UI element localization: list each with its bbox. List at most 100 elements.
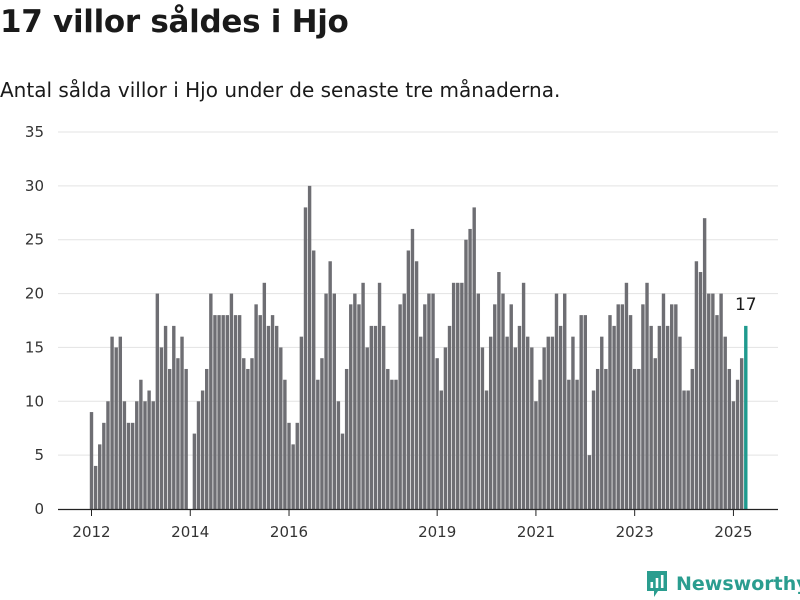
bar bbox=[332, 293, 336, 509]
bar bbox=[89, 412, 94, 509]
y-tick-label: 15 bbox=[25, 338, 44, 356]
bar bbox=[451, 282, 456, 509]
bar bbox=[344, 368, 349, 509]
brand-name: Newsworthy bbox=[676, 573, 800, 595]
bar bbox=[233, 315, 238, 509]
bar bbox=[386, 368, 390, 509]
bar bbox=[715, 315, 719, 509]
bar bbox=[505, 336, 509, 509]
bar bbox=[176, 358, 180, 509]
bar bbox=[595, 368, 600, 509]
x-tick-label: 2023 bbox=[616, 523, 654, 541]
bar bbox=[328, 261, 332, 509]
x-axis-ticks: 2012 2014 2016 2019 2021 2023 2025 bbox=[72, 510, 753, 541]
bar bbox=[221, 315, 225, 509]
bar bbox=[456, 282, 460, 509]
bar bbox=[509, 304, 513, 509]
brand-logo: Newsworthy bbox=[645, 568, 800, 600]
bar bbox=[196, 401, 201, 509]
bar bbox=[682, 390, 686, 509]
bar bbox=[670, 304, 674, 509]
bar bbox=[431, 293, 435, 509]
bar bbox=[447, 325, 452, 509]
bar bbox=[110, 336, 114, 509]
bar bbox=[365, 347, 369, 509]
bar bbox=[632, 368, 637, 509]
chart-subtitle: Antal sålda villor i Hjo under de senast… bbox=[0, 78, 561, 102]
bar bbox=[427, 293, 431, 509]
bar bbox=[525, 336, 530, 509]
bar bbox=[538, 379, 542, 509]
bar bbox=[443, 347, 448, 509]
bar bbox=[303, 207, 308, 509]
bar bbox=[114, 347, 118, 509]
bar bbox=[324, 293, 328, 509]
bars bbox=[89, 185, 748, 510]
bar bbox=[690, 368, 694, 509]
bar bbox=[468, 228, 472, 509]
bar bbox=[637, 368, 641, 509]
bar bbox=[262, 282, 267, 509]
bar bbox=[414, 261, 419, 509]
bar bbox=[600, 336, 604, 509]
bar bbox=[402, 293, 406, 509]
bar bbox=[361, 282, 365, 509]
bar bbox=[476, 293, 481, 509]
bar bbox=[493, 304, 497, 509]
bar bbox=[542, 347, 546, 509]
bar bbox=[130, 422, 135, 509]
bar bbox=[575, 379, 579, 509]
bar bbox=[394, 379, 398, 509]
bar bbox=[419, 336, 423, 509]
bar bbox=[155, 293, 160, 509]
bar bbox=[258, 315, 262, 509]
bar bbox=[295, 422, 299, 509]
highlight-value-label: 17 bbox=[735, 295, 757, 315]
bar bbox=[274, 325, 279, 509]
bar bbox=[369, 325, 374, 509]
bar bbox=[217, 315, 221, 509]
bar bbox=[320, 358, 324, 509]
bar bbox=[398, 304, 402, 509]
bar bbox=[151, 401, 155, 509]
bar bbox=[250, 358, 254, 509]
bar bbox=[719, 293, 723, 509]
bar bbox=[122, 401, 127, 509]
bar bbox=[686, 390, 690, 509]
bar bbox=[184, 368, 188, 509]
bar bbox=[645, 282, 649, 509]
bar bbox=[299, 336, 304, 509]
bar bbox=[246, 368, 250, 509]
bar bbox=[390, 379, 394, 509]
bar bbox=[312, 250, 316, 510]
y-tick-label: 30 bbox=[25, 177, 44, 195]
bar bbox=[480, 347, 485, 509]
x-tick-label: 2019 bbox=[418, 523, 456, 541]
bar bbox=[727, 368, 732, 509]
bar bbox=[118, 336, 123, 509]
bar bbox=[497, 272, 501, 509]
y-tick-label: 0 bbox=[34, 500, 44, 518]
bar bbox=[563, 293, 567, 509]
bar bbox=[501, 293, 505, 509]
bar bbox=[192, 433, 197, 509]
bar bbox=[143, 401, 147, 509]
bar bbox=[624, 282, 629, 509]
y-tick-label: 25 bbox=[25, 231, 44, 249]
bar bbox=[172, 325, 176, 509]
bar bbox=[139, 379, 143, 509]
bar bbox=[653, 358, 657, 509]
bar bbox=[287, 422, 291, 509]
bar bbox=[657, 325, 662, 509]
bar bbox=[406, 250, 411, 510]
bar bbox=[316, 379, 320, 509]
bar bbox=[665, 325, 670, 509]
bar bbox=[612, 325, 616, 509]
bar bbox=[410, 228, 415, 509]
bar bbox=[550, 336, 555, 509]
bar bbox=[460, 282, 464, 509]
bar bbox=[711, 293, 715, 509]
bar bbox=[242, 358, 246, 509]
bar bbox=[530, 347, 534, 509]
bar bbox=[628, 315, 633, 509]
